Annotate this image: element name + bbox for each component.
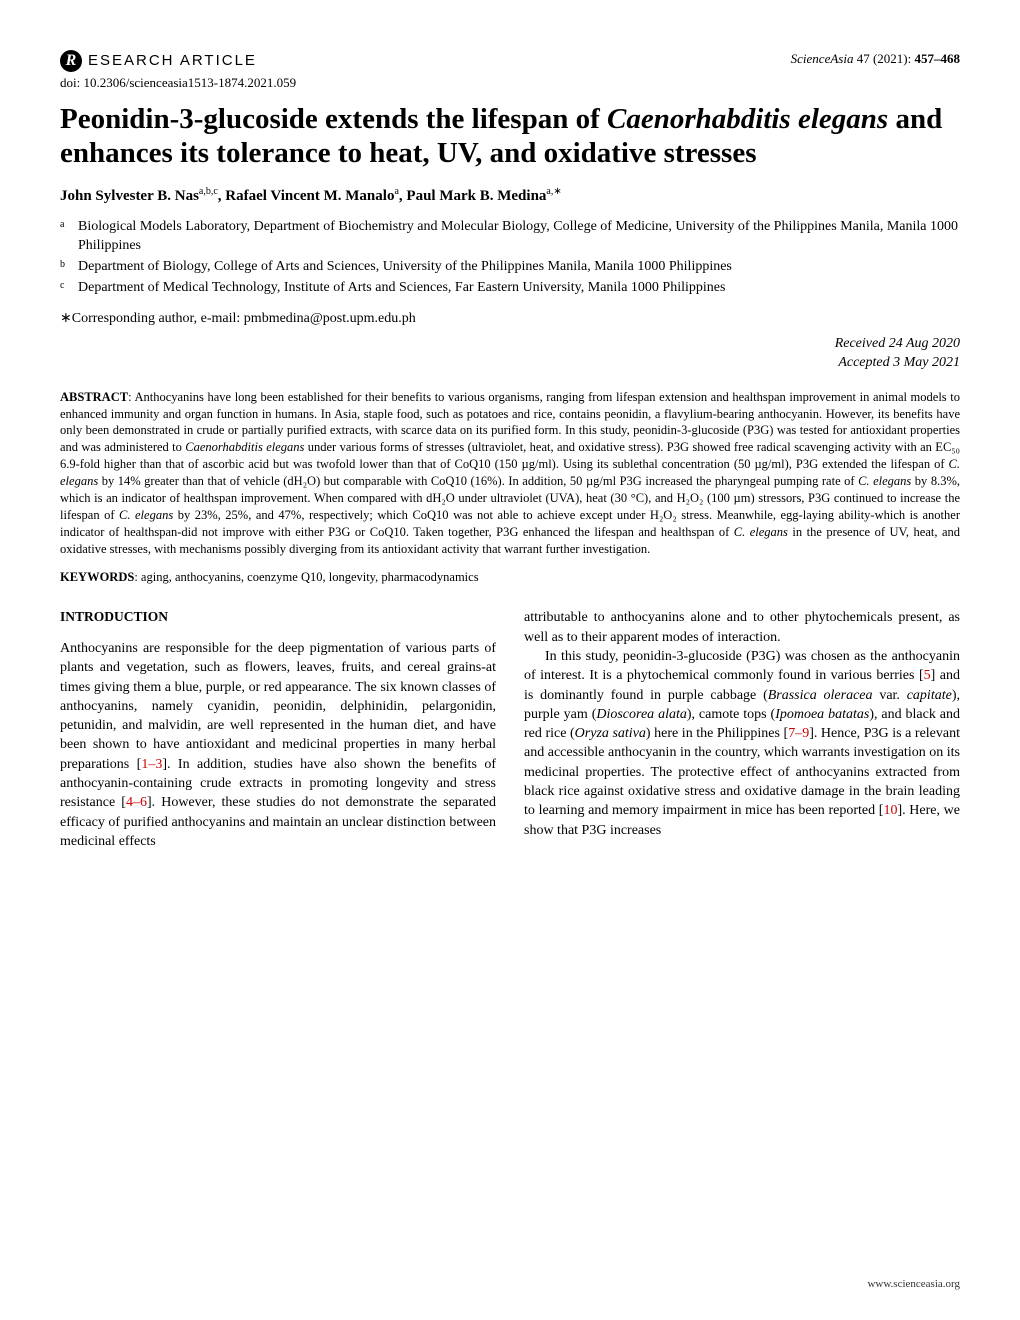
accepted-date: Accepted 3 May 2021 (60, 354, 960, 373)
ref-7-9[interactable]: 7–9 (788, 726, 809, 741)
affiliation-b: b Department of Biology, College of Arts… (60, 258, 960, 277)
author-2: , Rafael Vincent M. Manalo (218, 188, 395, 204)
article-type-label: ESEARCH ARTICLE (88, 51, 257, 71)
c2p2e: ), camote tops ( (687, 707, 775, 722)
journal-year: (2021): (873, 51, 911, 66)
ref-1-3[interactable]: 1–3 (141, 757, 162, 772)
journal-reference: ScienceAsia 47 (2021): 457–468 (791, 50, 960, 68)
c1p1a: Anthocyanins are responsible for the dee… (60, 641, 496, 772)
keywords-block: KEYWORDS: aging, anthocyanins, coenzyme … (60, 569, 960, 586)
affiliation-c: c Department of Medical Technology, Inst… (60, 279, 960, 298)
introduction-heading: INTRODUCTION (60, 608, 496, 627)
affil-b-sup: b (60, 258, 70, 277)
abstract-sp1: Caenorhabditis elegans (185, 440, 304, 454)
affil-a-sup: a (60, 218, 70, 256)
dates-block: Received 24 Aug 2020 Accepted 3 May 2021 (60, 335, 960, 373)
keywords-label: KEYWORDS (60, 570, 134, 584)
body-columns: INTRODUCTION Anthocyanins are responsibl… (60, 608, 960, 851)
author-3: , Paul Mark B. Medina (399, 188, 547, 204)
species-oryza: Oryza sativa (575, 726, 646, 741)
abstract-block: ABSTRACT: Anthocyanins have long been es… (60, 389, 960, 558)
species-ipomoea: Ipomoea batatas (775, 707, 869, 722)
journal-pages: 457–468 (915, 51, 961, 66)
column-right: attributable to anthocyanins alone and t… (524, 608, 960, 851)
abstract-sp3: C. elegans (858, 474, 911, 488)
abstract-t3: by 14% greater than that of vehicle (dH₂… (98, 474, 858, 488)
c2p2c: var. (873, 688, 907, 703)
author-3-aff: a,∗ (546, 186, 561, 197)
journal-name: ScienceAsia (791, 51, 854, 66)
affiliations-block: a Biological Models Laboratory, Departme… (60, 218, 960, 298)
header-row: R ESEARCH ARTICLE ScienceAsia 47 (2021):… (60, 50, 960, 72)
keywords-text: : aging, anthocyanins, coenzyme Q10, lon… (134, 570, 478, 584)
abstract-sp4: C. elegans (119, 508, 173, 522)
ref-5[interactable]: 5 (924, 668, 931, 683)
footer-url: www.scienceasia.org (867, 1277, 960, 1292)
journal-volume: 47 (857, 51, 870, 66)
abstract-sp5: C. elegans (734, 525, 788, 539)
column-left: INTRODUCTION Anthocyanins are responsibl… (60, 608, 496, 851)
authors-list: John Sylvester B. Nasa,b,c, Rafael Vince… (60, 185, 960, 206)
species-capitate: capitate (907, 688, 952, 703)
title-part1: Peonidin-3-glucoside extends the lifespa… (60, 103, 607, 135)
c2p2g: ) here in the Philippines [ (646, 726, 788, 741)
species-dioscorea: Dioscorea alata (596, 707, 687, 722)
article-badge: R ESEARCH ARTICLE (60, 50, 257, 72)
col2-para1: attributable to anthocyanins alone and t… (524, 608, 960, 647)
title-species: Caenorhabditis elegans (607, 103, 888, 135)
c2p2a: In this study, peonidin-3-glucoside (P3G… (524, 649, 960, 683)
col2-para2: In this study, peonidin-3-glucoside (P3G… (524, 647, 960, 840)
affil-a-text: Biological Models Laboratory, Department… (78, 218, 960, 256)
doi-text: doi: 10.2306/scienceasia1513-1874.2021.0… (60, 74, 960, 92)
received-date: Received 24 Aug 2020 (60, 335, 960, 354)
abstract-label: ABSTRACT (60, 390, 128, 404)
ref-10[interactable]: 10 (883, 803, 897, 818)
corresponding-author: ∗Corresponding author, e-mail: pmbmedina… (60, 310, 960, 329)
species-brassica: Brassica oleracea (768, 688, 873, 703)
affil-b-text: Department of Biology, College of Arts a… (78, 258, 732, 277)
col1-para1: Anthocyanins are responsible for the dee… (60, 639, 496, 851)
author-1: John Sylvester B. Nas (60, 188, 199, 204)
badge-r-icon: R (60, 50, 82, 72)
affiliation-a: a Biological Models Laboratory, Departme… (60, 218, 960, 256)
author-1-aff: a,b,c (199, 186, 218, 197)
affil-c-sup: c (60, 279, 70, 298)
article-title: Peonidin-3-glucoside extends the lifespa… (60, 102, 960, 172)
ref-4-6[interactable]: 4–6 (126, 795, 147, 810)
affil-c-text: Department of Medical Technology, Instit… (78, 279, 725, 298)
